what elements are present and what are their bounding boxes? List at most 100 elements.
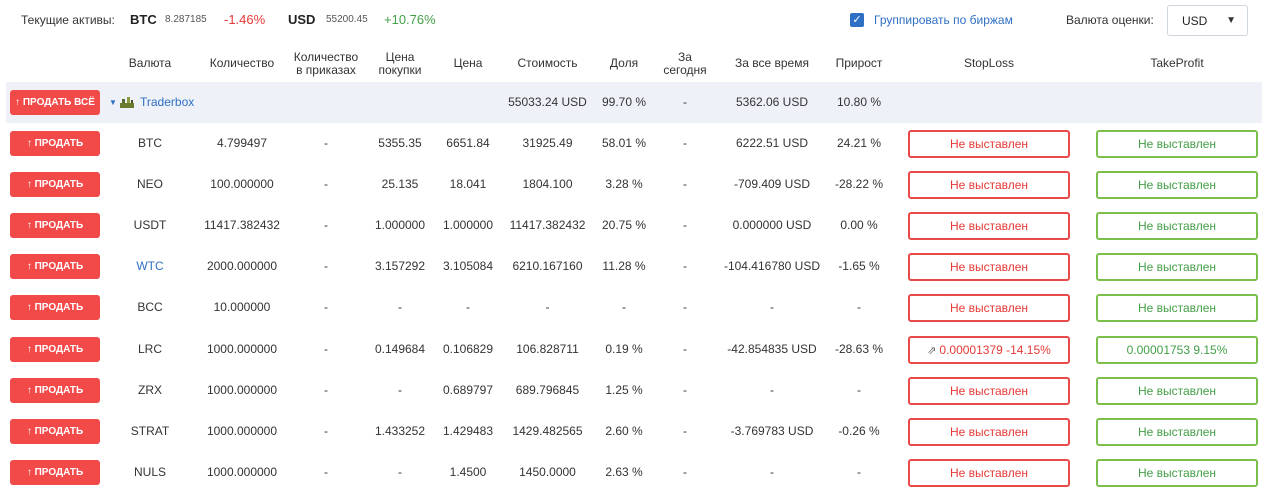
sell-button[interactable]: ↑ ПРОДАТЬ [10,254,100,280]
stoploss-button[interactable]: Не выставлен [908,417,1070,446]
currency-cell: BCC [137,300,163,315]
sell-button[interactable]: ↑ ПРОДАТЬ [10,336,100,362]
sell-all-button[interactable]: ↑ ПРОДАТЬ ВСЁ [10,90,100,115]
takeprofit-button[interactable]: Не выставлен [1096,458,1258,487]
table-row: ↑ ПРОДАТЬ LRC 1000.000000 - 0.149684 0.106829… [6,329,1262,370]
collapse-caret-icon[interactable]: ▼ [109,98,117,107]
stoploss-button[interactable]: Не выставлен [908,130,1070,158]
header-currency: Валюта [128,56,172,70]
takeprofit-label: Не выставлен [1137,465,1217,480]
takeprofit-button[interactable]: Не выставлен [1096,171,1258,200]
growth-cell: 0.00 % [840,218,878,233]
sell-button[interactable]: ↑ ПРОДАТЬ [10,131,100,156]
group-share: 99.70 % [601,95,647,109]
in-orders-cell: - [324,259,328,274]
sell-button[interactable]: ↑ ПРОДАТЬ [10,295,100,321]
takeprofit-label: Не выставлен [1137,383,1217,398]
stoploss-button[interactable]: Не выставлен [908,458,1070,487]
exchange-name-link[interactable]: Traderbox [140,95,195,109]
currency-cell: NEO [136,177,163,192]
today-cell: - [683,300,687,315]
asset-change-btc: -1.46% [224,12,266,27]
takeprofit-button[interactable]: Не выставлен [1096,294,1258,323]
growth-cell: -1.65 % [838,259,880,274]
stoploss-button[interactable]: ⇗ 0.00001379 -14.15% [908,335,1070,364]
valuation-currency-select[interactable]: USD ▼ [1167,5,1248,36]
price-cell: - [466,300,470,315]
sell-button[interactable]: ↑ ПРОДАТЬ [10,459,100,485]
takeprofit-label: Не выставлен [1137,178,1217,193]
buy-price-cell: - [398,382,402,397]
stoploss-button[interactable]: Не выставлен [908,171,1070,200]
caret-down-icon: ▼ [1226,15,1236,26]
trend-up-icon: ⇗ [927,344,937,357]
group-by-exchange-checkbox[interactable]: ✓ [850,13,864,27]
currency-cell[interactable]: WTC [136,259,164,274]
stoploss-button[interactable]: Не выставлен [908,212,1070,241]
asset-change-usd: +10.76% [384,12,436,27]
buy-price-cell: 5355.35 [378,136,422,150]
growth-cell: - [857,382,861,397]
price-cell: 0.689797 [442,382,494,397]
today-cell: - [683,218,687,233]
share-cell: 20.75 % [601,218,647,233]
takeprofit-label: Не выставлен [1137,260,1217,275]
quantity-cell: 4.799497 [216,136,268,150]
header-quantity: Количество [209,56,275,70]
takeprofit-label: 0.00001753 9.15% [1126,342,1228,357]
header-all-time: За все время [735,56,809,70]
share-cell: 2.60 % [605,423,643,438]
takeprofit-button[interactable]: 0.00001753 9.15% [1096,335,1258,364]
today-cell: - [683,382,687,397]
takeprofit-button[interactable]: Не выставлен [1096,130,1258,158]
header-share: Доля [609,56,639,70]
currency-cell: ZRX [138,382,162,397]
today-cell: - [683,136,687,150]
price-cell: 3.105084 [442,259,494,274]
stoploss-button[interactable]: Не выставлен [908,294,1070,323]
group-by-exchange-label[interactable]: Группировать по биржам [874,13,1013,27]
in-orders-cell: - [324,423,328,438]
price-cell: 1.429483 [442,423,494,438]
sell-button[interactable]: ↑ ПРОДАТЬ [10,172,100,198]
quantity-cell: 1000.000000 [206,423,278,438]
buy-price-cell: 0.149684 [374,341,426,356]
value-cell: 106.828711 [516,341,579,356]
sell-button[interactable]: ↑ ПРОДАТЬ [10,418,100,444]
takeprofit-label: Не выставлен [1137,137,1217,151]
currency-cell: BTC [138,136,162,150]
value-cell: 1804.100 [522,177,573,192]
takeprofit-button[interactable]: Не выставлен [1096,253,1258,282]
table-row: ↑ ПРОДАТЬ BCC 10.000000 - - - - - - - - Не выставле… [6,287,1262,328]
sell-button[interactable]: ↑ ПРОДАТЬ [10,213,100,239]
stoploss-label: Не выставлен [949,260,1029,275]
takeprofit-button[interactable]: Не выставлен [1096,417,1258,446]
all-time-cell: 6222.51 USD [735,136,809,150]
header-in-orders-line1: Количество [293,50,359,64]
header-today: За сегодня [656,51,714,77]
value-cell: - [545,300,550,315]
stoploss-button[interactable]: Не выставлен [908,376,1070,405]
takeprofit-button[interactable]: Не выставлен [1096,376,1258,405]
header-in-orders-line2: в приказах [296,63,356,77]
takeprofit-label: Не выставлен [1137,301,1217,316]
today-cell: - [683,259,687,274]
quantity-cell: 1000.000000 [206,382,278,397]
header-price: Цена [453,56,483,70]
takeprofit-label: Не выставлен [1137,424,1217,439]
header-growth: Прирост [835,56,883,70]
buy-price-cell: - [398,464,402,479]
sell-button[interactable]: ↑ ПРОДАТЬ [10,377,100,403]
growth-cell: -28.63 % [834,341,884,356]
stoploss-button[interactable]: Не выставлен [908,253,1070,282]
table-row: ↑ ПРОДАТЬ USDT 11417.382432 - 1.000000 1.0000… [6,205,1262,246]
takeprofit-button[interactable]: Не выставлен [1096,212,1258,241]
header-takeprofit: TakeProfit [1150,56,1204,70]
table-row: ↑ ПРОДАТЬ STRAT 1000.000000 - 1.433252 1.4294… [6,411,1262,452]
buy-price-cell: 1.000000 [374,218,426,233]
stoploss-label: Не выставлен [949,383,1029,398]
table-row: ↑ ПРОДАТЬ NEO 100.000000 - 25.135 18.041 1804.… [6,164,1262,205]
quantity-cell: 2000.000000 [206,259,278,274]
price-cell: 0.106829 [442,341,494,356]
all-time-cell: -42.854835 USD [727,341,817,356]
